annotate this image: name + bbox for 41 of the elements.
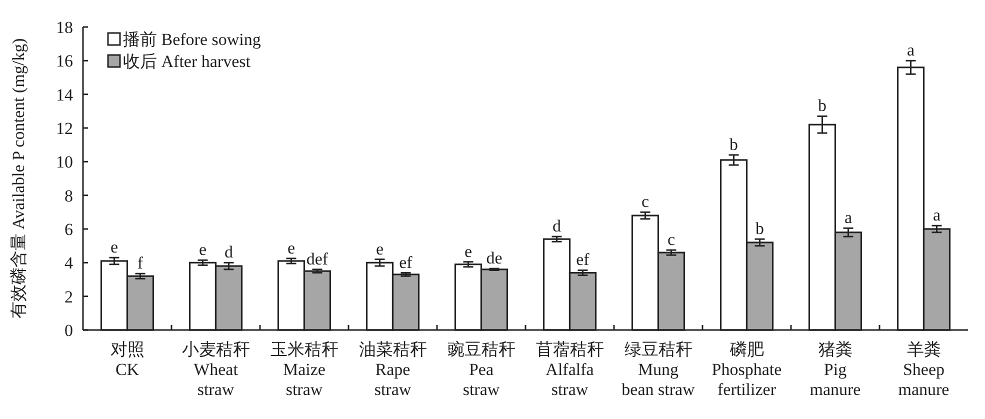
data-label: b [730,134,738,154]
x-tick-label: 对照 CK [110,340,144,379]
data-label: ef [576,250,590,270]
x-tick-label: 苜蓿秸秆 Alfalfa straw [536,340,604,399]
x-tick-label: 磷肥 Phosphate fertilizer [712,340,782,399]
y-tick-label: 4 [64,254,74,273]
x-tick-label: 豌豆秸秆 Pea straw [447,340,516,399]
x-tick-label: 羊粪 Sheep manure [898,340,950,399]
x-tick-label: 绿豆秸秆 Mung bean straw [622,340,696,399]
x-tick-label: 油菜秸秆 Rape straw [358,340,427,399]
data-label: f [137,254,144,273]
data-label: ef [399,252,413,272]
data-label: d [224,242,234,262]
x-tick-label: 玉米秸秆 Maize straw [270,340,338,399]
x-tick-label: 猪粪 Pig manure [810,340,861,399]
data-label: a [844,208,852,228]
data-label: c [667,230,676,250]
y-tick-label: 18 [56,18,73,37]
data-label: e [198,240,207,260]
data-label: def [306,249,328,268]
x-tick-label: 小麦秸秆 Wheat straw [182,340,250,399]
data-label: e [287,238,296,258]
data-label: b [818,96,826,116]
data-label: a [906,40,915,60]
y-tick-label: 2 [64,287,73,306]
data-label: d [552,216,562,236]
y-tick-label: 16 [56,52,73,71]
y-tick-label: 0 [64,321,73,340]
y-axis-title: 有效磷含量 Available P content (mg/kg) [9,38,28,319]
y-tick-label: 8 [64,186,73,206]
y-tick-label: 12 [56,119,73,138]
data-label: e [464,242,472,261]
y-tick-label: 6 [64,220,73,239]
data-label: a [932,206,941,225]
data-label: c [641,192,650,212]
y-tick-label: 14 [56,85,74,104]
data-label: b [756,219,764,238]
data-label: e [376,239,384,258]
data-label: e [110,238,118,257]
data-label: de [486,248,502,268]
y-tick-label: 10 [56,152,73,172]
